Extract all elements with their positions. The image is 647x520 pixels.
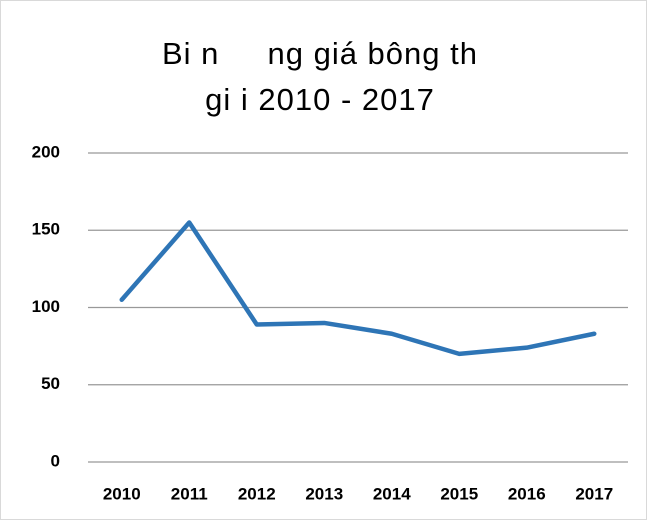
x-tick-label: 2010 bbox=[103, 484, 141, 503]
x-tick-label: 2012 bbox=[238, 484, 276, 503]
chart-title: Bi n ng giá bông th bbox=[162, 36, 478, 71]
chart-title: gi i 2010 - 2017 bbox=[205, 82, 435, 117]
x-tick-label: 2011 bbox=[171, 484, 208, 503]
x-tick-label: 2015 bbox=[440, 484, 478, 503]
x-tick-label: 2017 bbox=[575, 484, 613, 503]
y-tick-label: 200 bbox=[32, 142, 60, 161]
y-tick-label: 50 bbox=[41, 374, 60, 393]
x-tick-label: 2014 bbox=[373, 484, 411, 503]
y-tick-label: 100 bbox=[32, 297, 60, 316]
x-tick-label: 2016 bbox=[508, 484, 546, 503]
x-tick-label: 2013 bbox=[305, 484, 343, 503]
y-tick-label: 150 bbox=[32, 220, 60, 239]
data-line bbox=[119, 220, 597, 357]
y-tick-label: 0 bbox=[51, 451, 60, 470]
